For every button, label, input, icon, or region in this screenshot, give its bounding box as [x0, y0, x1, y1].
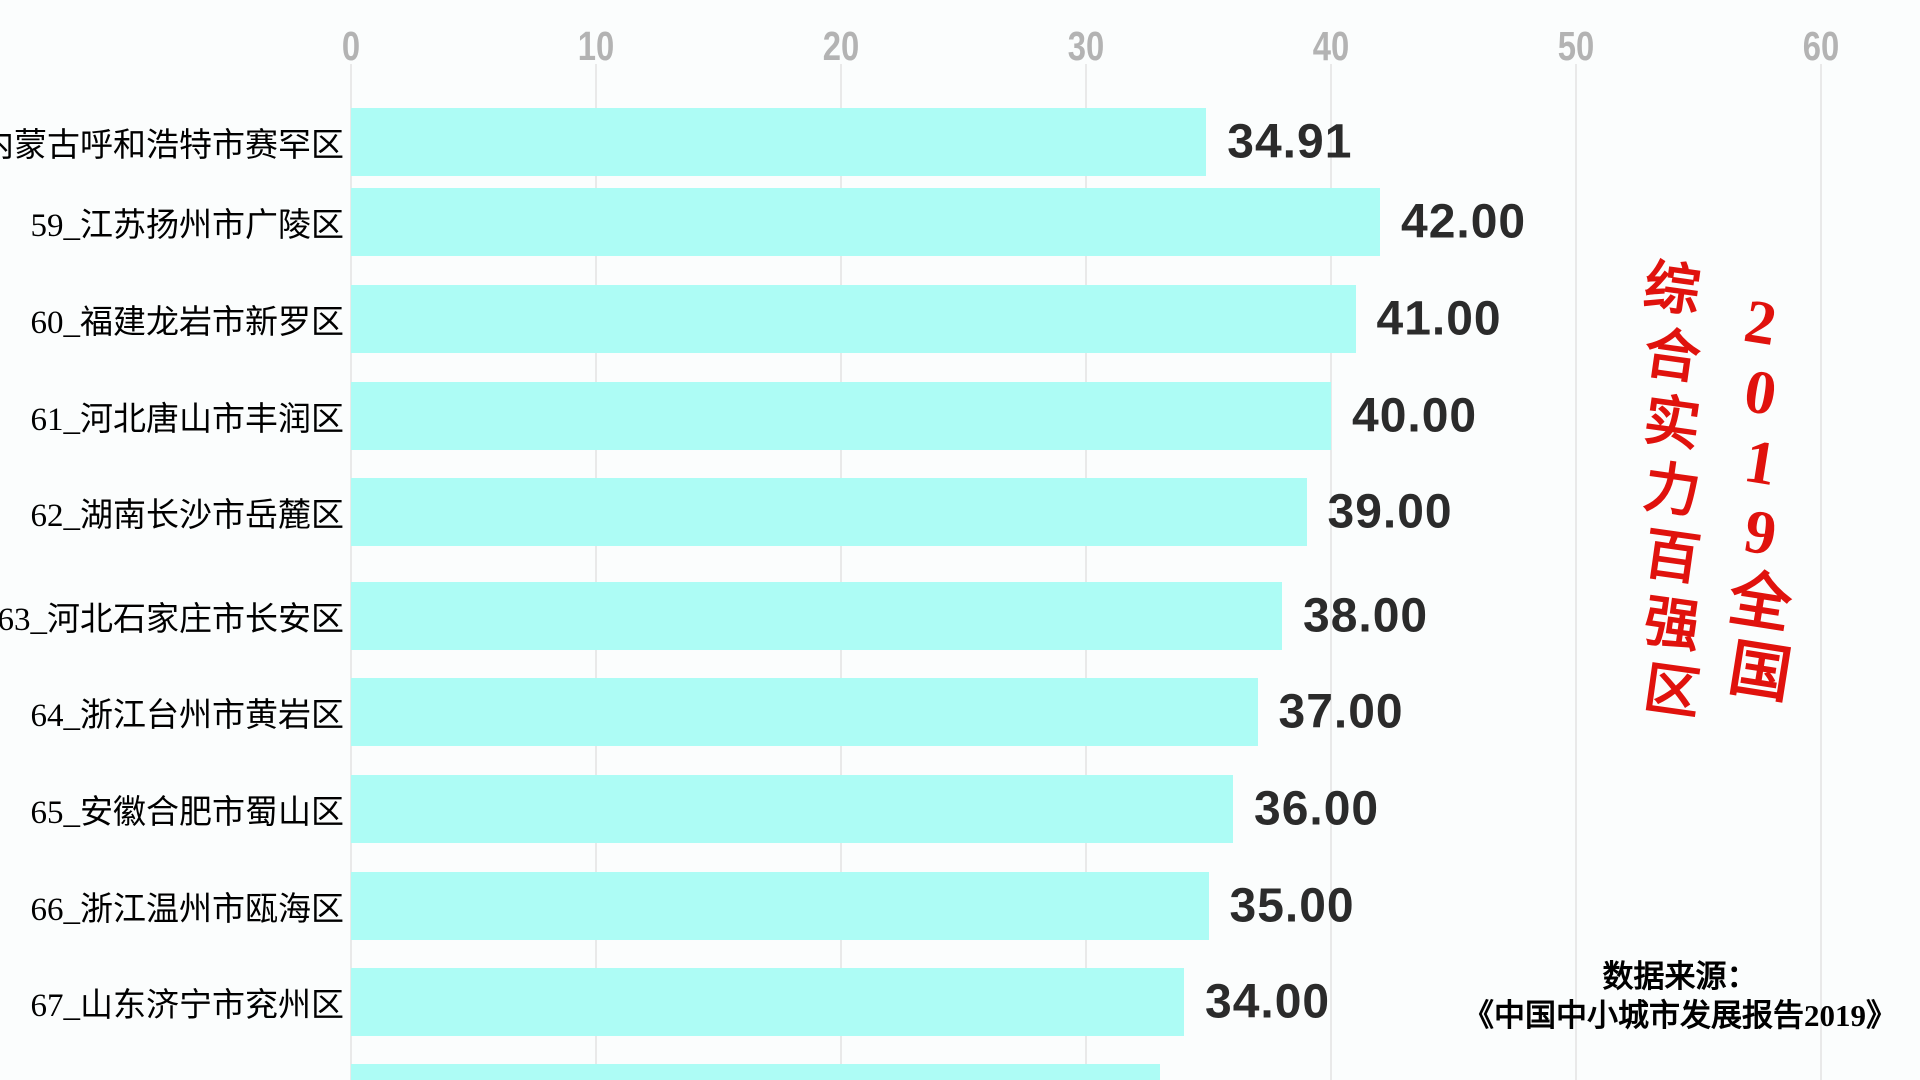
row-value: 40.00	[1352, 389, 1478, 443]
bar	[351, 775, 1233, 843]
bar-row: 62_湖南长沙市岳麓区 39.00	[0, 478, 1920, 546]
bar	[351, 968, 1184, 1036]
bar-row: 64_浙江台州市黄岩区 37.00	[0, 678, 1920, 746]
axis-tick-label: 60	[1802, 23, 1840, 69]
title-char: 国	[1724, 634, 1796, 712]
row-value: 42.00	[1401, 195, 1527, 249]
title-char: 强	[1639, 590, 1705, 660]
bar-row: 61_河北唐山市丰润区 40.00	[0, 382, 1920, 450]
row-label: 内蒙古呼和浩特市赛罕区	[0, 128, 344, 164]
row-value: 39.00	[1327, 485, 1453, 539]
title-char: 实	[1639, 389, 1705, 459]
row-label: 67_山东济宁市兖州区	[30, 988, 345, 1024]
row-label: 66_浙江温州市瓯海区	[30, 892, 345, 928]
bar	[351, 582, 1282, 650]
bar-row: 67_山东济宁市兖州区 34.00	[0, 968, 1920, 1036]
title-char: 2	[1739, 286, 1781, 360]
row-value: 35.00	[1229, 879, 1355, 933]
row-value: 36.00	[1254, 782, 1380, 836]
title-char: 全	[1724, 564, 1796, 642]
row-label: 64_浙江台州市黄岩区	[30, 698, 345, 734]
axis-tick-label: 10	[577, 23, 615, 69]
bar	[351, 872, 1209, 940]
data-source: 数据来源： 《中国中小城市发展报告2019》	[1440, 957, 1920, 1035]
gridline	[595, 64, 597, 1080]
chart-title-category-vertical: 综合实力百强区	[1640, 255, 1704, 731]
title-char: 0	[1739, 356, 1781, 430]
bar-row: 63_河北石家庄市长安区 38.00	[0, 582, 1920, 650]
gridline	[1085, 64, 1087, 1080]
bar	[351, 285, 1356, 353]
title-char: 综	[1639, 255, 1705, 325]
data-source-line1: 数据来源：	[1602, 959, 1758, 994]
title-char: 区	[1639, 657, 1705, 727]
bar-row: 内蒙古呼和浩特市赛罕区 34.91	[0, 108, 1920, 176]
gridline	[1820, 64, 1822, 1080]
bar	[351, 108, 1207, 176]
gridline	[350, 64, 352, 1080]
row-label: 60_福建龙岩市新罗区	[30, 305, 345, 341]
bar	[351, 188, 1380, 256]
gridline	[1575, 64, 1577, 1080]
title-char: 百	[1639, 523, 1705, 593]
title-char: 力	[1639, 456, 1705, 526]
data-source-line2: 《中国中小城市发展报告2019》	[1463, 998, 1897, 1033]
bar-row: 66_浙江温州市瓯海区 35.00	[0, 872, 1920, 940]
bar-row: 65_安徽合肥市蜀山区 36.00	[0, 775, 1920, 843]
row-label: 63_河北石家庄市长安区	[0, 602, 344, 638]
row-value: 34.91	[1227, 115, 1353, 169]
row-label: 62_湖南长沙市岳麓区	[30, 498, 345, 534]
title-char: 9	[1739, 496, 1781, 570]
row-value: 41.00	[1376, 292, 1502, 346]
row-label: 65_安徽合肥市蜀山区	[30, 795, 345, 831]
bar	[351, 478, 1307, 546]
title-char: 1	[1739, 426, 1781, 500]
gridline	[1330, 64, 1332, 1080]
row-label: 59_江苏扬州市广陵区	[30, 208, 345, 244]
bar-row: 60_福建龙岩市新罗区 41.00	[0, 285, 1920, 353]
bar	[351, 382, 1331, 450]
row-label: 61_河北唐山市丰润区	[30, 402, 345, 438]
bar	[351, 678, 1258, 746]
bar-row: 59_江苏扬州市广陵区 42.00	[0, 188, 1920, 256]
title-char: 合	[1639, 322, 1705, 392]
axis-tick-label: 20	[822, 23, 860, 69]
axis-tick-label: 0	[341, 23, 361, 69]
row-value: 34.00	[1205, 975, 1331, 1029]
row-value: 37.00	[1278, 685, 1404, 739]
bar	[351, 1064, 1160, 1080]
axis-tick-label: 30	[1067, 23, 1105, 69]
row-value: 38.00	[1303, 589, 1429, 643]
bar-row	[0, 1064, 1920, 1080]
axis-tick-label: 40	[1312, 23, 1350, 69]
gridline	[840, 64, 842, 1080]
axis-tick-label: 50	[1557, 23, 1595, 69]
